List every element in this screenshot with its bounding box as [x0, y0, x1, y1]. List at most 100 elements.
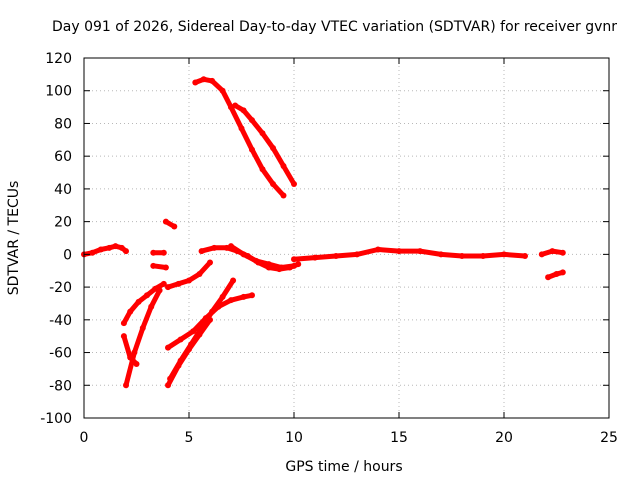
data-point: [165, 382, 171, 389]
data-point: [501, 251, 507, 258]
data-point: [177, 357, 184, 364]
data-point: [291, 181, 297, 187]
data-point: [545, 274, 552, 281]
data-point: [219, 87, 226, 94]
data-point: [278, 264, 285, 271]
series-arc-high-2: [232, 102, 297, 187]
data-point: [249, 117, 255, 124]
data-point: [123, 382, 129, 389]
data-point: [249, 146, 255, 153]
data-point: [156, 287, 163, 294]
data-point: [538, 251, 545, 258]
series-arc: [291, 247, 528, 262]
data-point: [196, 271, 203, 277]
data-point: [333, 253, 339, 259]
data-point: [230, 277, 237, 284]
data-point: [144, 292, 150, 299]
y-tick-label: -40: [49, 313, 72, 329]
data-point: [280, 192, 287, 199]
data-point: [559, 269, 566, 276]
data-point: [120, 320, 127, 327]
series-arc-hump-lower: [228, 243, 297, 271]
series-arc-zero-left: [81, 243, 129, 258]
data-point: [192, 79, 199, 86]
data-point: [480, 253, 486, 259]
data-point: [553, 271, 560, 277]
data-point: [135, 298, 142, 305]
data-point: [139, 325, 146, 331]
y-tick-label: 100: [45, 84, 72, 100]
series-layer: [81, 76, 566, 389]
data-point: [228, 297, 234, 304]
data-point: [207, 259, 213, 266]
data-point: [253, 257, 260, 264]
series-arc: [228, 243, 297, 270]
data-point: [459, 253, 465, 259]
data-point: [396, 248, 402, 255]
series-arc-neg-3: [120, 333, 140, 367]
data-point: [148, 303, 155, 310]
y-tick-label: 20: [54, 215, 72, 231]
y-tick-label: 40: [54, 182, 72, 198]
data-point: [375, 246, 381, 253]
data-point: [120, 333, 127, 340]
data-point: [188, 341, 195, 348]
ticks-layer: -100 -80 -60 -40 -20 0 20 40 60 80 100 120 0 5 10 15 20 2…: [40, 51, 618, 446]
x-tick-label: 15: [390, 430, 408, 446]
series-arc-right-end: [538, 248, 566, 258]
data-point: [162, 218, 169, 225]
data-point: [186, 277, 192, 284]
data-point: [123, 248, 129, 255]
data-point: [190, 328, 197, 335]
data-point: [312, 254, 318, 261]
x-tick-label: 5: [185, 430, 194, 446]
x-tick-label: 25: [600, 430, 618, 446]
data-point: [522, 253, 528, 259]
series-arc-neg-5: [167, 277, 237, 382]
series-arc-high-1: [192, 76, 287, 199]
data-point: [265, 261, 272, 268]
data-point: [150, 249, 157, 256]
data-point: [249, 292, 255, 299]
data-point: [219, 293, 226, 300]
data-point: [559, 249, 566, 256]
data-point: [417, 248, 423, 255]
series-arc-dip-20: [162, 218, 178, 230]
series-arc-neg-6: [165, 292, 255, 351]
y-tick-label: -20: [49, 280, 72, 296]
data-point: [127, 308, 134, 315]
series-arc-right-neg: [545, 269, 566, 281]
data-point: [228, 243, 234, 250]
data-point: [280, 163, 287, 169]
data-point: [270, 145, 276, 151]
data-point: [215, 303, 222, 310]
y-tick-label: 0: [63, 247, 72, 263]
data-point: [106, 244, 113, 251]
data-point: [165, 284, 171, 291]
y-tick-label: -80: [49, 378, 72, 394]
data-point: [127, 354, 134, 361]
y-tick-label: -60: [49, 346, 72, 362]
data-point: [131, 349, 138, 356]
data-point: [133, 361, 140, 367]
data-point: [175, 280, 182, 287]
data-point: [112, 243, 119, 250]
grid-layer: [84, 58, 609, 418]
data-point: [291, 262, 297, 269]
series-arc-neg-7: [165, 259, 213, 291]
data-point: [160, 280, 167, 287]
data-point: [89, 249, 96, 256]
data-point: [238, 125, 245, 132]
data-point: [270, 181, 276, 187]
data-point: [200, 76, 207, 83]
data-point: [171, 223, 178, 230]
series-arc-short-dash-b: [150, 262, 169, 271]
data-point: [259, 130, 266, 137]
y-tick-label: 80: [54, 116, 72, 132]
x-tick-label: 0: [80, 430, 89, 446]
series-arc-short-dash-a: [150, 249, 167, 256]
y-tick-label: -100: [40, 411, 72, 427]
data-point: [259, 166, 266, 173]
